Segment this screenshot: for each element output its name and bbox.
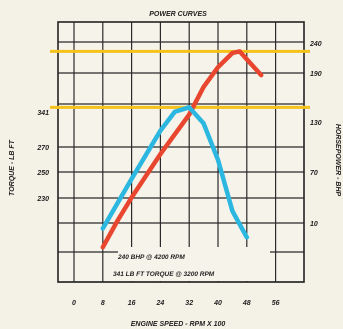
series-point-torque-2	[159, 129, 162, 132]
x-tick-label-3: 24	[156, 300, 165, 307]
series-point-bhp-5	[202, 86, 205, 88]
series-point-torque-3	[174, 110, 176, 113]
series-point-torque-1	[130, 178, 133, 180]
left-tick-label-1: 250	[36, 170, 49, 177]
series-point-bhp-1	[116, 220, 118, 223]
right-tick-label-2: 130	[310, 120, 322, 127]
x-tick-label-5: 40	[213, 300, 222, 307]
left-axis-ticks: 230 250 270 341	[36, 110, 49, 203]
left-tick-label-3: 341	[37, 110, 49, 117]
series-point-bhp-2	[130, 196, 133, 199]
series-point-bhp-10	[260, 74, 263, 76]
x-tick-label-6: 48	[242, 300, 251, 307]
series-point-torque-5	[202, 122, 205, 125]
series-point-torque-8	[246, 236, 248, 239]
highlight-lines	[50, 49, 310, 109]
series-point-torque-7	[231, 210, 234, 212]
right-tick-label-0: 10	[310, 221, 318, 228]
series-point-bhp-7	[231, 52, 234, 54]
annotation-torque: 341 LB FT TORQUE @ 3200 RPM	[113, 271, 215, 278]
series-point-bhp-4	[188, 113, 190, 116]
series-point-torque-0	[102, 227, 104, 230]
left-axis-label: TORQUE - LB FT	[9, 139, 16, 196]
series-point-bhp-9	[246, 58, 248, 61]
left-tick-label-0: 230	[36, 196, 49, 203]
series-point-torque-6	[217, 159, 219, 161]
x-tick-label-4: 32	[185, 300, 193, 307]
x-axis-label: ENGINE SPEED - RPM X 100	[131, 321, 226, 328]
series-point-bhp-0	[102, 246, 104, 249]
right-axis-label: HORSEPOWER - BHP	[334, 124, 341, 197]
chart-title: POWER CURVES	[149, 11, 207, 18]
x-tick-label-7: 56	[272, 300, 280, 307]
x-axis-ticks: 0 8 16 24 32 40 48 56	[72, 300, 280, 307]
x-tick-label-1: 8	[101, 300, 105, 307]
left-tick-label-2: 270	[36, 145, 49, 152]
series-point-bhp-8	[238, 50, 241, 53]
right-tick-label-4: 240	[309, 41, 322, 48]
plot-area	[57, 21, 305, 283]
right-tick-label-1: 70	[310, 170, 318, 177]
series-point-bhp-6	[217, 66, 219, 68]
series-point-torque-4	[188, 106, 190, 109]
series-lines	[100, 49, 264, 250]
right-tick-label-3: 190	[310, 71, 322, 78]
annotation-bhp: 240 BHP @ 4200 RPM	[117, 254, 185, 261]
x-tick-label-0: 0	[72, 300, 76, 307]
series-point-bhp-3	[159, 153, 162, 155]
x-tick-label-2: 16	[128, 300, 136, 307]
annotation-box	[118, 247, 270, 281]
right-axis-ticks: 10 70 130 190 240	[309, 41, 322, 228]
